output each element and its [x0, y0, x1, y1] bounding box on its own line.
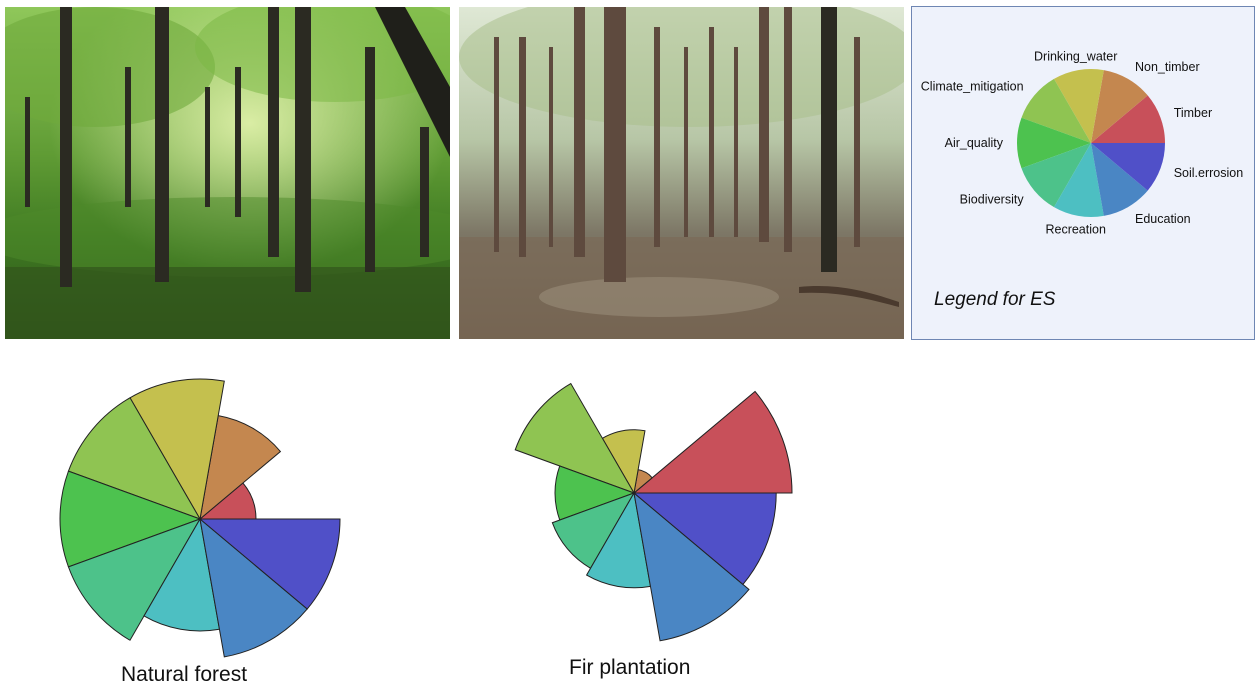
legend-slice-biodiversity	[1021, 143, 1091, 208]
natural-wedge-climate-mitigation	[67, 397, 202, 520]
caption-fir-plantation: Fir plantation	[569, 656, 691, 679]
fir-wedge-soil-errosion	[632, 492, 777, 586]
legend-label-education: Education	[1135, 212, 1191, 226]
legend-box: Timber Non_timber Drinking_water Climate_mi…	[911, 6, 1255, 340]
natural-wedge-drinking-water	[129, 378, 225, 521]
chart-natural-forest	[59, 378, 341, 658]
legend-slice-education	[1091, 143, 1148, 216]
natural-wedge-non-timber	[199, 415, 282, 521]
natural-wedge-biodiversity	[67, 518, 202, 641]
legend-slice-non-timber	[1091, 70, 1148, 143]
legend-label-biodiversity: Biodiversity	[960, 193, 1025, 207]
chart-fir-plantation	[514, 382, 793, 642]
legend-slice-timber	[1091, 95, 1165, 143]
legend-slice-climate-mitigation	[1021, 78, 1091, 143]
fir-wedge-education	[633, 491, 750, 642]
fir-wedge-timber	[632, 390, 793, 494]
fir-plantation-photo	[459, 7, 904, 339]
caption-natural-forest: Natural forest	[121, 663, 248, 686]
legend-label-drinking-water: Drinking_water	[1034, 49, 1117, 63]
legend-title: Legend for ES	[934, 289, 1056, 310]
legend-label-non-timber: Non_timber	[1135, 60, 1200, 74]
fir-wedge-climate-mitigation	[514, 382, 636, 494]
natural-wedge-education	[199, 517, 308, 658]
legend-slice-drinking-water	[1054, 68, 1104, 143]
legend-label-recreation: Recreation	[1045, 223, 1105, 237]
legend-label-climate-mitigation: Climate_mitigation	[921, 79, 1024, 93]
legend-label-air-quality: Air_quality	[945, 136, 1004, 150]
natural-forest-photo	[5, 7, 450, 339]
natural-wedge-air-quality	[59, 470, 202, 568]
legend-label-timber: Timber	[1174, 106, 1212, 120]
natural-wedge-soil-errosion	[198, 518, 341, 610]
legend-slice-soil-errosion	[1091, 143, 1165, 191]
legend-slice-recreation	[1054, 143, 1104, 218]
legend-label-soil-errosion: Soil.errosion	[1174, 166, 1244, 180]
fir-wedge-recreation	[585, 491, 652, 589]
natural-wedge-recreation	[143, 517, 221, 632]
legend-slice-air-quality	[1016, 117, 1091, 169]
legend-pie: Timber Non_timber Drinking_water Climate_mi…	[921, 49, 1244, 237]
